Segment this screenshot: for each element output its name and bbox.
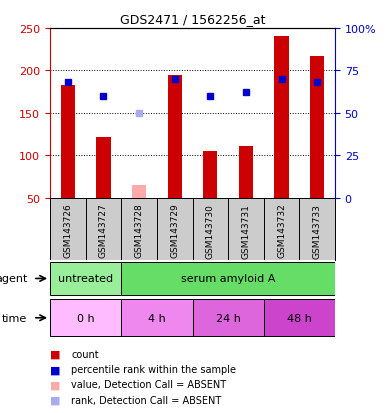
Text: GSM143727: GSM143727 (99, 203, 108, 258)
Text: value, Detection Call = ABSENT: value, Detection Call = ABSENT (71, 380, 226, 389)
Text: rank, Detection Call = ABSENT: rank, Detection Call = ABSENT (71, 395, 221, 405)
Bar (310, 57, 324, 198)
Text: 0 h: 0 h (77, 313, 94, 323)
Bar (275, 37, 289, 198)
Title: GDS2471 / 1562256_at: GDS2471 / 1562256_at (120, 13, 265, 26)
Text: 4 h: 4 h (148, 313, 166, 323)
Text: GSM143726: GSM143726 (64, 203, 72, 258)
Bar (132, 185, 146, 198)
Bar (203, 152, 218, 198)
Bar (121, 299, 192, 337)
Bar (192, 299, 264, 337)
Text: GSM143729: GSM143729 (170, 203, 179, 258)
Text: 48 h: 48 h (287, 313, 312, 323)
Bar (167, 76, 182, 198)
Text: ■: ■ (50, 349, 60, 359)
Text: ■: ■ (50, 364, 60, 374)
Bar (61, 85, 75, 198)
Text: untreated: untreated (58, 274, 113, 284)
Text: GSM143731: GSM143731 (241, 203, 250, 258)
Bar (239, 147, 253, 198)
Text: 24 h: 24 h (216, 313, 241, 323)
Text: agent: agent (0, 274, 27, 284)
Bar (50, 299, 121, 337)
Text: GSM143733: GSM143733 (313, 203, 321, 258)
Text: percentile rank within the sample: percentile rank within the sample (71, 364, 236, 374)
Bar (50, 262, 121, 296)
Bar (264, 299, 335, 337)
Text: ■: ■ (50, 380, 60, 389)
Text: GSM143728: GSM143728 (135, 203, 144, 258)
Text: count: count (71, 349, 99, 359)
Bar (121, 262, 335, 296)
Text: serum amyloid A: serum amyloid A (181, 274, 275, 284)
Text: GSM143730: GSM143730 (206, 203, 215, 258)
Text: ■: ■ (50, 395, 60, 405)
Text: GSM143732: GSM143732 (277, 203, 286, 258)
Text: time: time (2, 313, 27, 323)
Bar (96, 138, 110, 198)
